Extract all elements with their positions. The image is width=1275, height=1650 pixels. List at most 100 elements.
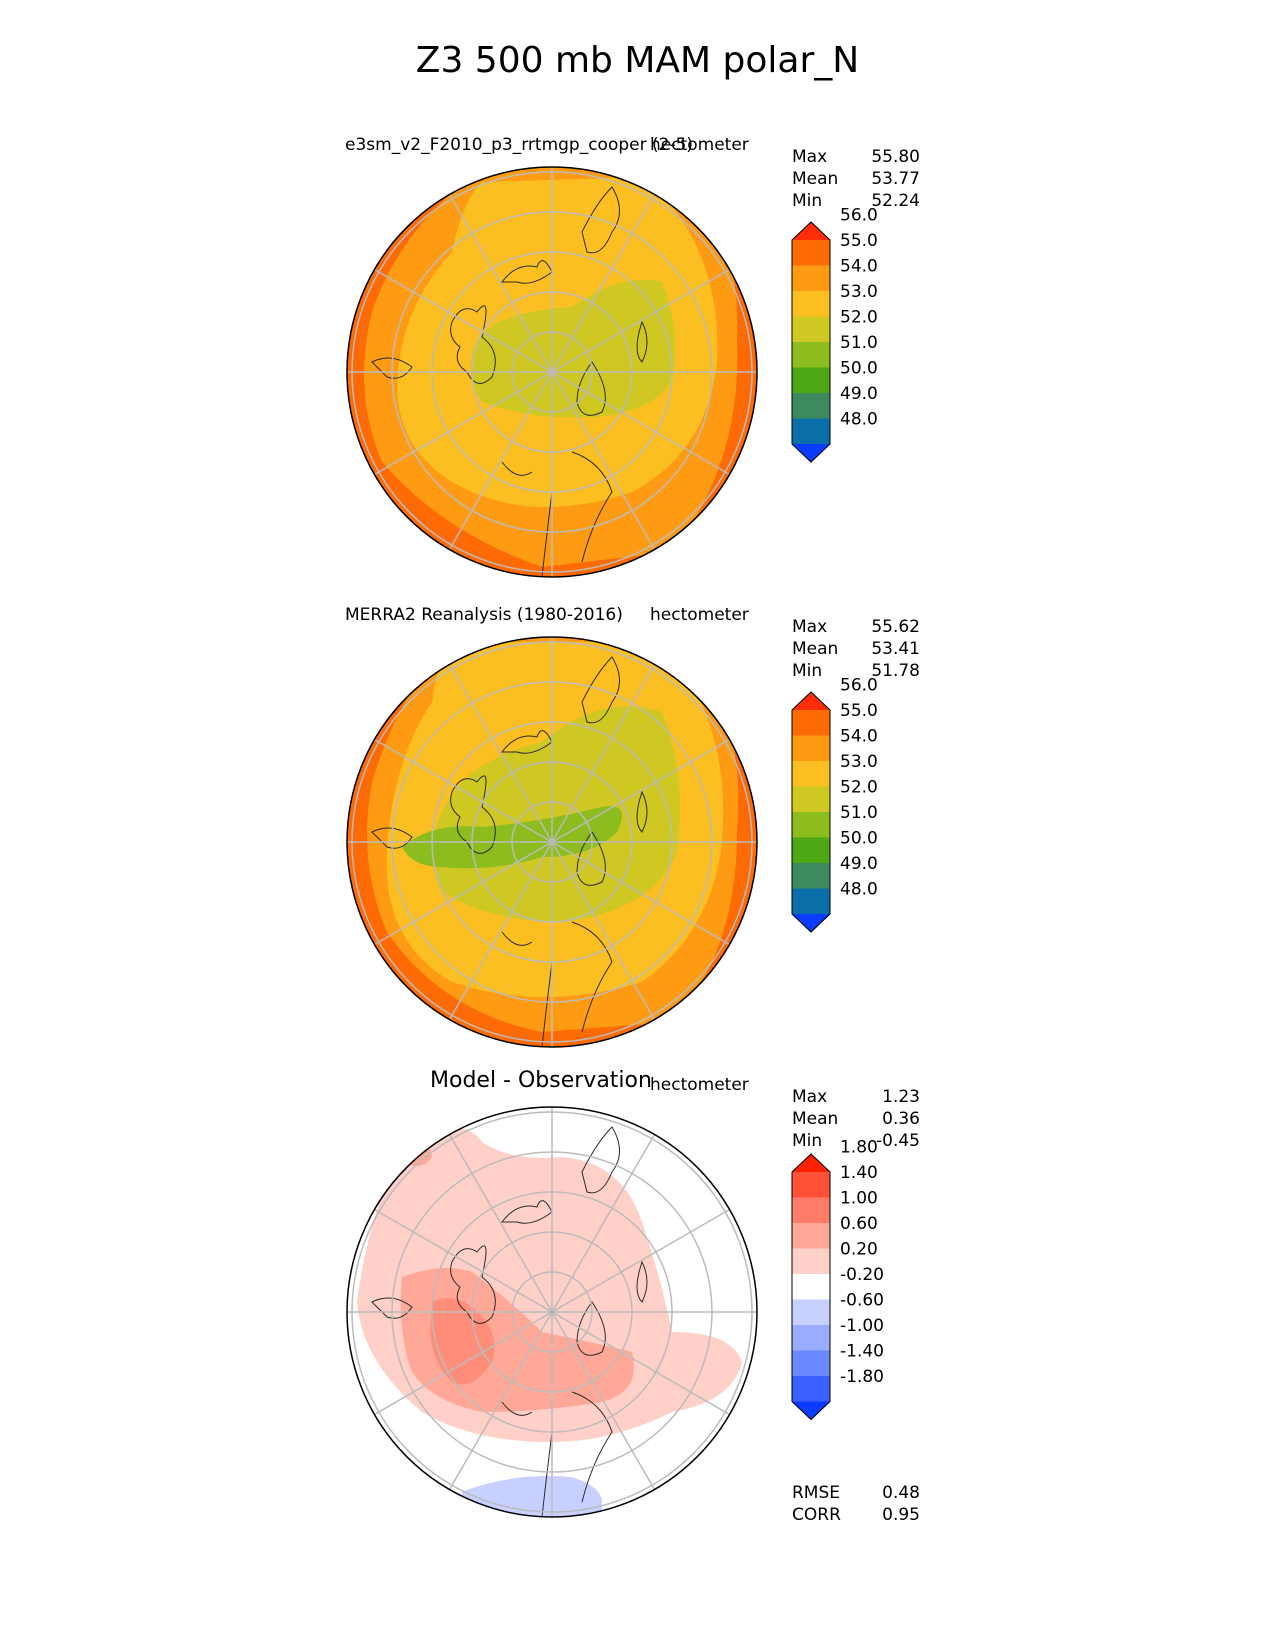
- graticule: [347, 167, 757, 577]
- stat-label: Mean: [792, 639, 839, 659]
- colorbar-tick-label: -0.20: [840, 1265, 884, 1285]
- colorbar-tick-label: 53.0: [840, 282, 878, 302]
- polar-map-model: [346, 166, 758, 578]
- stat-value: 55.80: [871, 147, 920, 167]
- colorbar-swatch: [792, 1325, 830, 1351]
- stat-value: 53.41: [871, 639, 920, 659]
- metrics-block: RMSE 0.48 CORR 0.95: [792, 1482, 920, 1526]
- stat-label: Max: [792, 147, 828, 167]
- colorbar-tick-label: 54.0: [840, 257, 878, 277]
- figure-title: Z3 500 mb MAM polar_N: [415, 40, 860, 81]
- coastlines: [371, 656, 648, 1047]
- stat-value: 52.24: [871, 191, 920, 211]
- colorbar-swatch: [792, 418, 830, 445]
- colorbar: -1.80 -1.40 -1.00 -0.60 -0.20 0.20 0.60 1.00 1.4…: [791, 1138, 884, 1421]
- colorbar-tick-label: 49.0: [840, 854, 878, 874]
- panel-diff: Model - Observation hectometer: [0, 940, 1275, 1560]
- map-boundary: [346, 166, 758, 578]
- stat-value: 1.23: [882, 1087, 920, 1107]
- colorbar-tick-label: 54.0: [840, 727, 878, 747]
- polar-map-diff: [346, 1106, 758, 1518]
- colorbar-tick-label: 56.0: [840, 676, 878, 696]
- graticule: [347, 1107, 757, 1517]
- colorbar-swatch: [792, 316, 830, 343]
- metric-label: RMSE: [792, 1483, 841, 1503]
- units-label: hectometer: [650, 1075, 749, 1095]
- graticule: [347, 637, 757, 1047]
- colorbar-tick-label: 52.0: [840, 778, 878, 798]
- colorbar-outline: [791, 221, 831, 463]
- panel-title: e3sm_v2_F2010_p3_rrtmgp_cooper (2-5): [345, 135, 694, 155]
- metric-value: 0.95: [882, 1505, 920, 1525]
- stats-block: Max 55.80 Mean 53.77 Min 52.24: [792, 146, 920, 212]
- stat-value: 0.36: [882, 1109, 920, 1129]
- colorbar-tick-label: 51.0: [840, 803, 878, 823]
- colorbar-swatch: [792, 240, 830, 266]
- colorbar-tick-label: 53.0: [840, 752, 878, 772]
- colorbar-swatch: [792, 393, 830, 419]
- stat-label: Min: [792, 661, 823, 681]
- field-band-52: [432, 706, 680, 922]
- colorbar-swatch: [792, 786, 830, 813]
- colorbar-swatch: [792, 1274, 830, 1300]
- colorbar-swatch: [792, 710, 830, 736]
- stats-block: Max 55.62 Mean 53.41 Min 51.78: [792, 616, 920, 682]
- colorbar-tick-label: 50.0: [840, 829, 878, 849]
- colorbar-extend-max: [792, 1154, 830, 1172]
- colorbar-swatch: [792, 1299, 830, 1326]
- colorbar-swatch: [792, 1197, 830, 1224]
- stat-value: 51.78: [871, 661, 920, 681]
- colorbar-outline: [791, 691, 831, 933]
- colorbar-tick-label: -1.40: [840, 1342, 884, 1362]
- colorbar-tick-label: 55.0: [840, 231, 878, 251]
- stats-block: Max 1.23 Mean 0.36 Min -0.45: [792, 1086, 920, 1152]
- colorbar-tick-label: 0.20: [840, 1240, 878, 1260]
- coastlines: [371, 186, 648, 577]
- colorbar-tick-label: -0.60: [840, 1291, 884, 1311]
- panel-model: e3sm_v2_F2010_p3_rrtmgp_cooper (2-5) hec…: [0, 0, 1275, 578]
- colorbar-swatch: [792, 265, 830, 292]
- stat-value: 53.77: [871, 169, 920, 189]
- colorbar-tick-label: 55.0: [840, 701, 878, 721]
- colorbar-swatch: [792, 863, 830, 889]
- colorbar-swatch: [792, 1248, 830, 1275]
- metric-value: 0.48: [882, 1483, 920, 1503]
- colorbar-tick-label: 51.0: [840, 333, 878, 353]
- colorbar-tick-label: -1.00: [840, 1316, 884, 1336]
- panel-title: MERRA2 Reanalysis (1980-2016): [345, 605, 623, 625]
- colorbar-extend-min: [792, 444, 830, 462]
- stat-value: -0.45: [876, 1131, 920, 1151]
- panel-obs: MERRA2 Reanalysis (1980-2016) hectometer: [0, 470, 1275, 1048]
- stat-value: 55.62: [871, 617, 920, 637]
- stat-label: Max: [792, 617, 828, 637]
- colorbar-swatch: [792, 1376, 830, 1402]
- colorbar-swatch: [792, 342, 830, 368]
- colorbar-tick-label: 1.40: [840, 1163, 878, 1183]
- colorbar-tick-label: 48.0: [840, 880, 878, 900]
- polar-map-obs: [346, 636, 758, 1048]
- colorbar-outline: [791, 1153, 831, 1421]
- colorbar-swatch: [792, 291, 830, 317]
- colorbar-swatch: [792, 761, 830, 787]
- colorbar: 48.0 49.0 50.0 51.0 52.0 53.0 54.0 55.0 56.0: [791, 676, 878, 933]
- stat-label: Mean: [792, 169, 839, 189]
- units-label: hectometer: [650, 605, 749, 625]
- colorbar-tick-label: 52.0: [840, 308, 878, 328]
- stat-label: Mean: [792, 1109, 839, 1129]
- colorbar-extend-min: [792, 914, 830, 932]
- colorbar-tick-label: -1.80: [840, 1367, 884, 1387]
- colorbar-swatch: [792, 888, 830, 915]
- field-band-1.00: [430, 1298, 495, 1385]
- stat-label: Min: [792, 191, 823, 211]
- colorbar-swatch: [792, 837, 830, 864]
- metric-label: CORR: [792, 1505, 841, 1525]
- colorbar-swatch: [792, 735, 830, 762]
- colorbar-extend-max: [792, 692, 830, 710]
- colorbar-swatch: [792, 1223, 830, 1249]
- field-band-52: [470, 279, 676, 418]
- colorbar-swatch: [792, 367, 830, 394]
- colorbar-swatch: [792, 812, 830, 838]
- colorbar-extend-min: [792, 1401, 830, 1420]
- units-label: hectometer: [650, 135, 749, 155]
- stat-label: Min: [792, 1131, 823, 1151]
